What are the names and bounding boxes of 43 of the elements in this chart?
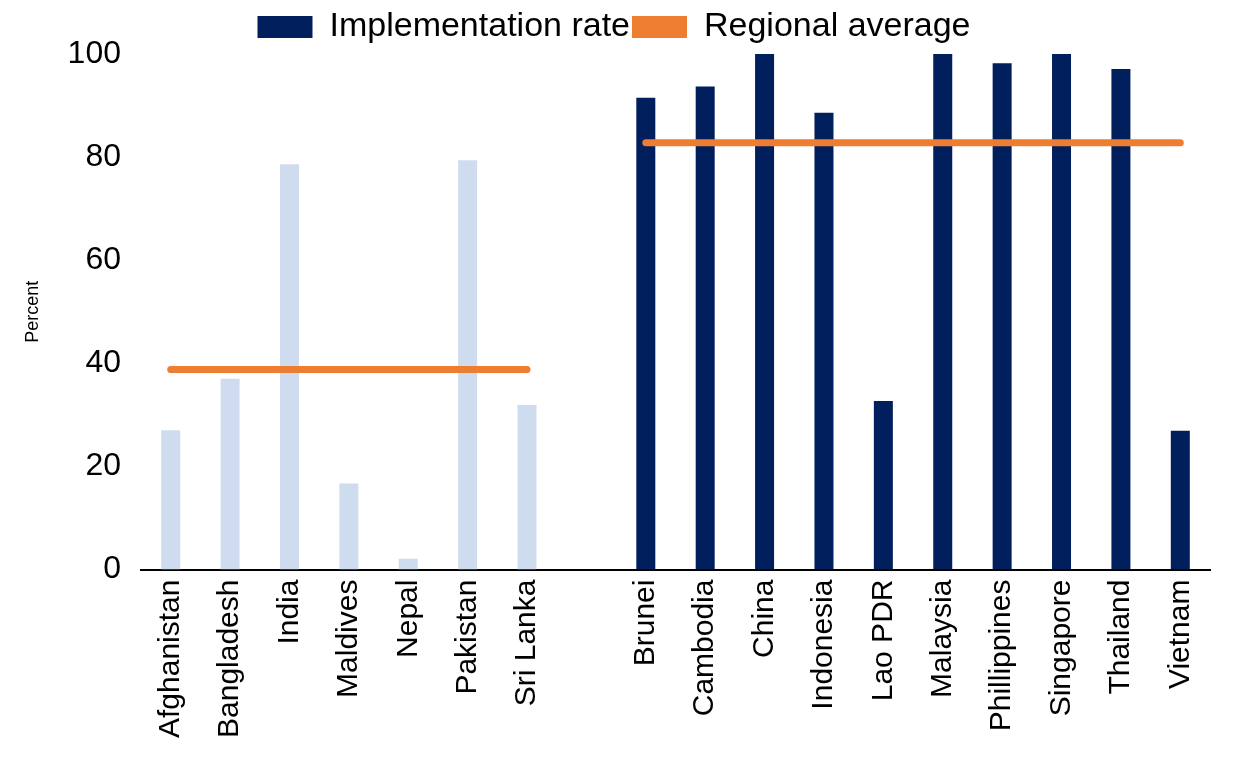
y-tick-label: 80: [85, 136, 121, 173]
bar: [517, 405, 537, 570]
x-tick-label: Vietnam: [1161, 579, 1195, 690]
y-tick-label: 20: [85, 446, 121, 483]
bar: [1052, 54, 1072, 570]
bar: [636, 97, 656, 570]
x-tick-label: Phillippines: [983, 579, 1017, 732]
x-tick-label: Bangladesh: [211, 579, 245, 738]
legend-label: Regional average: [703, 5, 971, 44]
bar: [1170, 430, 1190, 570]
bar: [1111, 68, 1131, 570]
bar: [992, 63, 1012, 570]
x-tick-label: Malaysia: [924, 579, 958, 698]
x-tick-label: Sri Lanka: [508, 579, 542, 707]
bar: [458, 160, 478, 570]
bar: [398, 558, 418, 570]
y-tick-label: 60: [85, 240, 121, 277]
x-tick-label: Afghanistan: [151, 579, 185, 738]
x-tick-label: Singapore: [1042, 579, 1076, 717]
x-tick-label: Maldives: [330, 579, 364, 698]
bar: [933, 54, 953, 570]
x-tick-label: China: [745, 579, 779, 658]
y-tick-label: 0: [103, 549, 121, 586]
x-tick-label: Cambodia: [686, 579, 720, 717]
y-tick-label: 40: [85, 343, 121, 380]
bar: [220, 378, 240, 570]
bar: [339, 483, 359, 570]
x-tick-label: Nepal: [389, 579, 423, 658]
bar: [755, 54, 775, 570]
y-tick-label: 100: [67, 33, 121, 70]
x-tick-label: Lao PDR: [864, 579, 898, 702]
x-tick-label: Brunei: [627, 579, 661, 667]
legend-label: Implementation rate: [329, 5, 630, 44]
bar: [279, 164, 299, 570]
x-tick-label: Indonesia: [805, 579, 839, 710]
bar: [814, 112, 834, 570]
x-tick-label: Thailand: [1102, 579, 1136, 695]
bar: [873, 400, 893, 570]
bar: [161, 430, 181, 570]
x-tick-label: India: [270, 579, 304, 645]
y-axis-title: Percent: [21, 280, 42, 343]
x-tick-label: Pakistan: [448, 579, 482, 695]
bar: [695, 86, 715, 570]
